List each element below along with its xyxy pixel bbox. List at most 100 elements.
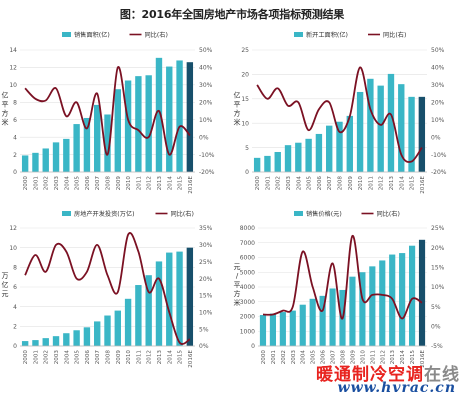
x-tick-label: 2000 [23,176,29,191]
bar [305,138,312,172]
y-axis-label-char: 平 [234,101,241,109]
x-tick-label: 2015 [178,176,184,191]
x-tick-label: 2006 [317,176,323,191]
bar [329,288,336,346]
x-tick-label: 2002 [44,176,50,190]
bar [94,104,101,172]
y2-tick-label: 40% [431,65,445,72]
watermark-suffix: 在线 [424,365,460,385]
bar [359,272,366,346]
y2-tick-label: 20% [431,245,445,252]
bar [379,260,386,346]
y2-tick-label: 50% [199,47,213,54]
y2-tick-label: 30% [431,82,445,89]
y-tick-label: 5000 [240,269,255,276]
bar [114,310,121,346]
legend-swatch-bar [62,32,71,37]
legend-label-bar: 销售价格(元) [306,210,342,218]
y2-tick-label: -20% [199,169,215,176]
x-tick-label: 2008 [341,350,347,365]
y2-tick-label: 0% [199,134,209,141]
y-tick-label: 3000 [240,299,255,306]
y2-tick-label: 25% [199,259,213,266]
bar [369,266,376,346]
bar [186,247,194,346]
bar [259,315,267,346]
x-tick-label: 2000 [261,350,267,365]
bar [356,91,364,172]
bar [264,155,271,172]
y-axis-label-char: 平 [234,281,241,289]
bar [418,96,426,172]
bar [349,276,356,346]
x-tick-label: 2014 [167,176,173,191]
bar [104,114,111,172]
bar [315,133,323,172]
y2-tick-label: -10% [199,152,215,159]
x-tick-label: 2013 [389,176,395,191]
legend-label-line: 同比(右) [145,31,168,39]
y-axis-label-char: 平 [2,101,9,109]
x-tick-label: 2013 [157,350,163,365]
y-tick-label: 4 [13,304,17,311]
bar [418,239,426,346]
y-axis-label-char: 方 [234,289,241,298]
series-line [256,66,423,163]
x-tick-label: 2005 [75,176,81,191]
y-tick-label: 8000 [240,225,255,232]
y-tick-label: 2 [13,324,17,331]
y2-tick-label: 10% [199,117,213,124]
watermark-brand: 暖通制冷空调 [316,365,424,385]
bar [135,76,142,172]
y-axis-label-char: 亿 [234,91,241,100]
y-axis-label-char: 亿 [2,91,9,100]
y-tick-label: 10 [241,120,249,127]
y2-tick-label: 0% [431,134,441,141]
x-tick-label: 2007 [331,350,337,365]
bar [166,66,173,172]
legend-label-line: 同比(右) [171,210,194,218]
chart-sales-price: 销售价格(元) 同比(右) 0 1000 2000 3000 4000 5000 6000 700… [234,210,445,368]
x-tick-label: 2007 [95,350,101,365]
x-tick-label: 2001 [33,350,39,365]
y-tick-label: 12 [9,225,17,232]
y-tick-label: 0 [245,169,249,176]
y-tick-label: 2 [13,152,17,159]
x-tick-label: 2015 [410,350,416,365]
bar [135,285,142,346]
bar [319,295,326,346]
x-tick-label: 2011 [370,350,376,365]
legend-swatch-bar [294,211,303,216]
legend-label-line: 同比(右) [377,210,400,218]
y2-tick-label: 0% [431,324,441,331]
y2-tick-label: 20% [199,99,213,106]
x-tick-label: 2013 [390,350,396,365]
bar [409,245,416,346]
bar [279,312,286,346]
x-tick-label: 2004 [301,350,307,365]
x-tick-label: 2011 [136,176,142,191]
x-tick-label: 2003 [286,176,292,191]
bar [253,157,261,172]
bar [83,327,91,346]
bar [42,338,49,346]
y2-tick-label: 20% [199,276,213,283]
y2-tick-label: 0% [199,343,209,350]
x-tick-label: 2013 [157,176,163,191]
bar [94,321,101,346]
y2-tick-label: 10% [431,284,445,291]
y-tick-label: 14 [9,47,17,54]
x-tick-label: 2001 [265,176,271,191]
y-tick-label: 4000 [240,284,255,291]
bar [166,252,173,346]
y2-tick-label: 15% [199,293,213,300]
x-tick-label: 2002 [276,176,282,190]
x-tick-label: 2009 [348,176,354,191]
bar [52,336,60,346]
bar [399,253,406,346]
legend-label-line: 同比(右) [383,31,406,39]
x-tick-label: 2009 [116,176,122,191]
legend-swatch-bar [294,32,303,37]
x-tick-label: 2015 [410,176,416,191]
x-tick-label: 2005 [75,350,81,365]
